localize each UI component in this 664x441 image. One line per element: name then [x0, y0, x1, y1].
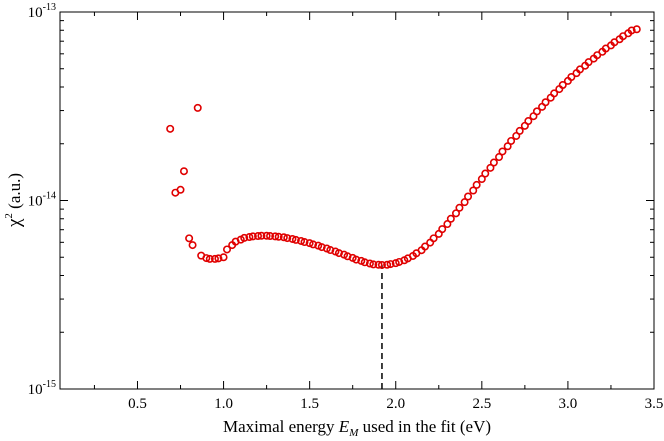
data-point	[546, 93, 555, 102]
data-point	[262, 231, 271, 240]
data-point	[193, 103, 202, 112]
plot-frame	[59, 11, 655, 390]
data-point	[489, 158, 498, 167]
data-point	[352, 255, 361, 264]
y-axis-label-sup: 2	[3, 213, 15, 219]
data-point	[283, 234, 292, 243]
data-point	[188, 241, 197, 250]
data-point	[472, 180, 481, 189]
data-point	[481, 169, 490, 178]
x-tick-label: 1.5	[300, 396, 319, 412]
data-point	[386, 260, 395, 269]
data-point	[455, 203, 464, 212]
data-point	[495, 153, 504, 162]
x-axis-label-sub: M	[348, 427, 359, 439]
data-point	[429, 234, 438, 243]
x-tick-label: 1.0	[214, 396, 233, 412]
data-point	[421, 242, 430, 251]
data-point	[558, 80, 567, 89]
data-point	[438, 225, 447, 234]
data-point	[632, 25, 641, 34]
data-point	[317, 243, 326, 252]
data-point	[575, 65, 584, 74]
data-point	[257, 231, 266, 240]
data-point	[443, 220, 452, 229]
data-point	[507, 136, 516, 145]
data-point	[202, 254, 211, 263]
data-point	[179, 167, 188, 176]
x-tick-labels: 0.5 1.0 1.5 2.0 2.5 3.0 3.5	[128, 396, 663, 412]
data-point	[219, 253, 228, 262]
data-point	[464, 192, 473, 201]
data-point	[469, 186, 478, 195]
data-point	[567, 73, 576, 82]
data-point	[369, 260, 378, 269]
x-tick-label: 2.5	[472, 396, 491, 412]
data-point	[205, 254, 214, 263]
data-point	[446, 214, 455, 223]
data-point	[374, 260, 383, 269]
x-tick-label: 3.0	[559, 396, 578, 412]
data-point	[271, 232, 280, 241]
data-point	[291, 235, 300, 244]
data-point	[297, 236, 306, 245]
y-axis-label: χ2 (a.u.)	[3, 173, 25, 228]
data-point	[248, 232, 257, 241]
y-tick-label: 10-13	[28, 2, 56, 21]
data-point	[503, 142, 512, 151]
y-tick-label: 10-15	[28, 379, 56, 398]
data-point	[166, 124, 175, 133]
data-point	[365, 259, 374, 268]
data-point	[532, 107, 541, 116]
data-point	[541, 98, 550, 107]
data-point	[550, 89, 559, 98]
data-point	[214, 254, 223, 263]
data-point	[279, 233, 288, 242]
data-point	[210, 254, 219, 263]
data-point	[451, 209, 460, 218]
data-point	[477, 175, 486, 184]
data-point	[266, 232, 275, 241]
data-point	[223, 245, 232, 254]
data-point	[240, 233, 249, 242]
data-points	[166, 25, 641, 269]
axis-ticks	[60, 11, 655, 390]
y-tick-labels: 10-15 10-14 10-13	[28, 2, 56, 398]
x-tick-label: 2.0	[386, 396, 405, 412]
data-point	[515, 126, 524, 135]
data-point	[300, 238, 309, 247]
x-axis-label: Maximal energy EM used in the fit (eV)	[223, 417, 491, 439]
x-tick-label: 0.5	[128, 396, 147, 412]
data-point	[486, 163, 495, 172]
data-point	[334, 249, 343, 258]
x-axis-label-var: E	[338, 417, 350, 436]
data-point	[627, 26, 636, 35]
data-point	[245, 233, 254, 242]
data-point	[326, 246, 335, 255]
data-point	[288, 234, 297, 243]
data-point	[274, 232, 283, 241]
data-point	[498, 147, 507, 156]
data-point	[254, 232, 263, 241]
y-tick-label: 10-14	[28, 191, 56, 210]
data-point	[383, 260, 392, 269]
data-point	[524, 117, 533, 126]
data-point	[584, 58, 593, 67]
data-point	[185, 234, 194, 243]
x-tick-label: 3.5	[645, 396, 664, 412]
data-point	[360, 258, 369, 267]
data-point	[377, 260, 386, 269]
data-point	[309, 240, 318, 249]
data-point	[460, 198, 469, 207]
data-point	[176, 185, 185, 194]
